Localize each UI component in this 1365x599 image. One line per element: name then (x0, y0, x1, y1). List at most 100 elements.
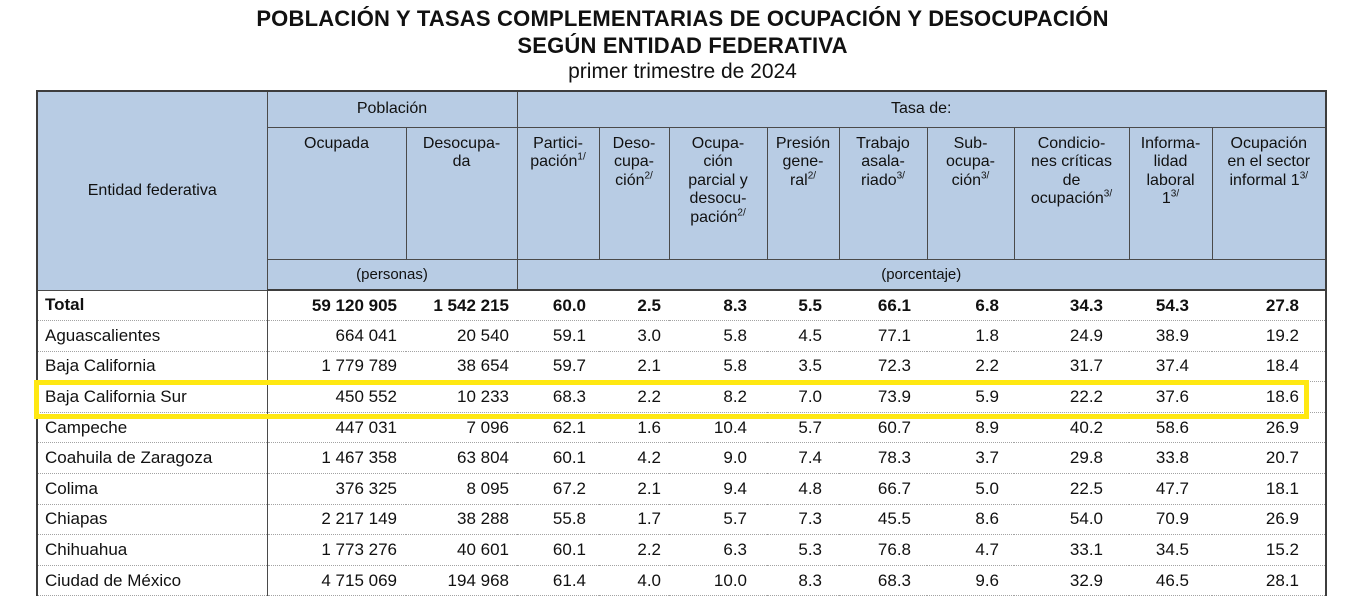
value-cell: 38.9 (1129, 320, 1212, 352)
value-cell: 76.8 (839, 534, 927, 566)
value-cell: 18.4 (1212, 350, 1326, 382)
value-cell: 1 773 276 (267, 534, 406, 566)
value-cell: 33.1 (1014, 534, 1129, 566)
population-rates-table: Entidad federativa Población Tasa de: Oc… (36, 90, 1327, 597)
column-header-desocupacion: Deso- cupa- ción2/ (598, 126, 670, 260)
value-cell: 26.9 (1212, 411, 1326, 443)
value-cell: 27.8 (1212, 290, 1326, 321)
value-cell: 47.7 (1129, 473, 1212, 505)
column-header-trabajo-asalariado: Trabajo asala- riado3/ (838, 126, 928, 260)
entity-cell: Colima (37, 473, 268, 505)
column-header-presion-general: Presión gene- ral2/ (766, 126, 840, 260)
value-cell: 19.2 (1212, 320, 1326, 352)
value-cell: 9.0 (669, 442, 767, 474)
value-cell: 60.7 (839, 411, 927, 443)
value-cell: 33.8 (1129, 442, 1212, 474)
unit-porcentaje: (porcentaje) (516, 258, 1327, 291)
entity-cell: Campeche (37, 411, 268, 443)
entity-cell: Coahuila de Zaragoza (37, 442, 268, 474)
table-row: Baja California 1 779 789 38 654 59.7 2.… (37, 350, 1326, 382)
value-cell: 61.4 (517, 564, 599, 597)
value-cell: 664 041 (267, 320, 406, 352)
value-cell: 2.5 (599, 290, 669, 321)
value-cell: 55.8 (517, 503, 599, 535)
value-cell: 60.0 (517, 290, 599, 321)
value-cell: 5.3 (767, 534, 839, 566)
value-cell: 8.9 (927, 411, 1014, 443)
corner-header-cell: Entidad federativa (36, 90, 268, 291)
value-cell: 32.9 (1014, 564, 1129, 597)
value-cell: 3.0 (599, 320, 669, 352)
value-cell: 5.5 (767, 290, 839, 321)
value-cell: 38 288 (406, 503, 517, 535)
value-cell: 3.7 (927, 442, 1014, 474)
value-cell: 58.6 (1129, 411, 1212, 443)
table-row: Coahuila de Zaragoza 1 467 358 63 804 60… (37, 442, 1326, 474)
value-cell: 10.0 (669, 564, 767, 597)
value-cell: 4.7 (927, 534, 1014, 566)
value-cell: 46.5 (1129, 564, 1212, 597)
value-cell: 4.0 (599, 564, 669, 597)
value-cell: 8.2 (669, 381, 767, 413)
value-cell: 38 654 (406, 350, 517, 382)
column-header-informalidad-laboral: Informa- lidad laboral 13/ (1128, 126, 1213, 260)
table-row-total: Total 59 120 905 1 542 215 60.0 2.5 8.3 … (37, 290, 1326, 321)
value-cell: 59 120 905 (267, 290, 406, 321)
table-row: Campeche 447 031 7 096 62.1 1.6 10.4 5.7… (37, 411, 1326, 443)
value-cell: 78.3 (839, 442, 927, 474)
entity-cell: Chihuahua (37, 534, 268, 566)
value-cell: 72.3 (839, 350, 927, 382)
value-cell: 31.7 (1014, 350, 1129, 382)
entity-cell: Ciudad de México (37, 564, 268, 597)
entity-cell: Aguascalientes (37, 320, 268, 352)
value-cell: 37.4 (1129, 350, 1212, 382)
value-cell: 1.8 (927, 320, 1014, 352)
value-cell: 60.1 (517, 534, 599, 566)
entity-cell: Baja California (37, 350, 268, 382)
value-cell: 8.6 (927, 503, 1014, 535)
value-cell: 1 542 215 (406, 290, 517, 321)
value-cell: 1 467 358 (267, 442, 406, 474)
value-cell: 5.8 (669, 350, 767, 382)
value-cell: 59.7 (517, 350, 599, 382)
value-cell: 4 715 069 (267, 564, 406, 597)
table-row: Chihuahua 1 773 276 40 601 60.1 2.2 6.3 … (37, 534, 1326, 566)
value-cell: 34.5 (1129, 534, 1212, 566)
value-cell: 10.4 (669, 411, 767, 443)
value-cell: 2.2 (927, 350, 1014, 382)
table-row: Colima 376 325 8 095 67.2 2.1 9.4 4.8 66… (37, 473, 1326, 505)
table-row-highlighted: Baja California Sur 450 552 10 233 68.3 … (37, 381, 1326, 413)
entity-cell: Baja California Sur (37, 381, 268, 413)
value-cell: 5.9 (927, 381, 1014, 413)
value-cell: 2.2 (599, 534, 669, 566)
value-cell: 1 779 789 (267, 350, 406, 382)
value-cell: 20.7 (1212, 442, 1326, 474)
value-cell: 54.3 (1129, 290, 1212, 321)
value-cell: 28.1 (1212, 564, 1326, 597)
value-cell: 77.1 (839, 320, 927, 352)
value-cell: 5.7 (669, 503, 767, 535)
value-cell: 62.1 (517, 411, 599, 443)
value-cell: 4.2 (599, 442, 669, 474)
value-cell: 66.7 (839, 473, 927, 505)
value-cell: 3.5 (767, 350, 839, 382)
value-cell: 6.3 (669, 534, 767, 566)
value-cell: 73.9 (839, 381, 927, 413)
value-cell: 376 325 (267, 473, 406, 505)
value-cell: 22.2 (1014, 381, 1129, 413)
column-header-sector-informal: Ocupación en el sector informal 13/ (1211, 126, 1327, 260)
header-labels-row: Ocupada Desocupa- da Partici- pación1/ D… (37, 126, 1327, 260)
value-cell: 8.3 (669, 290, 767, 321)
value-cell: 68.3 (517, 381, 599, 413)
value-cell: 8 095 (406, 473, 517, 505)
entity-cell: Chiapas (37, 503, 268, 535)
value-cell: 37.6 (1129, 381, 1212, 413)
value-cell: 7.4 (767, 442, 839, 474)
value-cell: 34.3 (1014, 290, 1129, 321)
table-row: Aguascalientes 664 041 20 540 59.1 3.0 5… (37, 320, 1326, 352)
value-cell: 60.1 (517, 442, 599, 474)
value-cell: 4.5 (767, 320, 839, 352)
value-cell: 9.4 (669, 473, 767, 505)
value-cell: 5.7 (767, 411, 839, 443)
